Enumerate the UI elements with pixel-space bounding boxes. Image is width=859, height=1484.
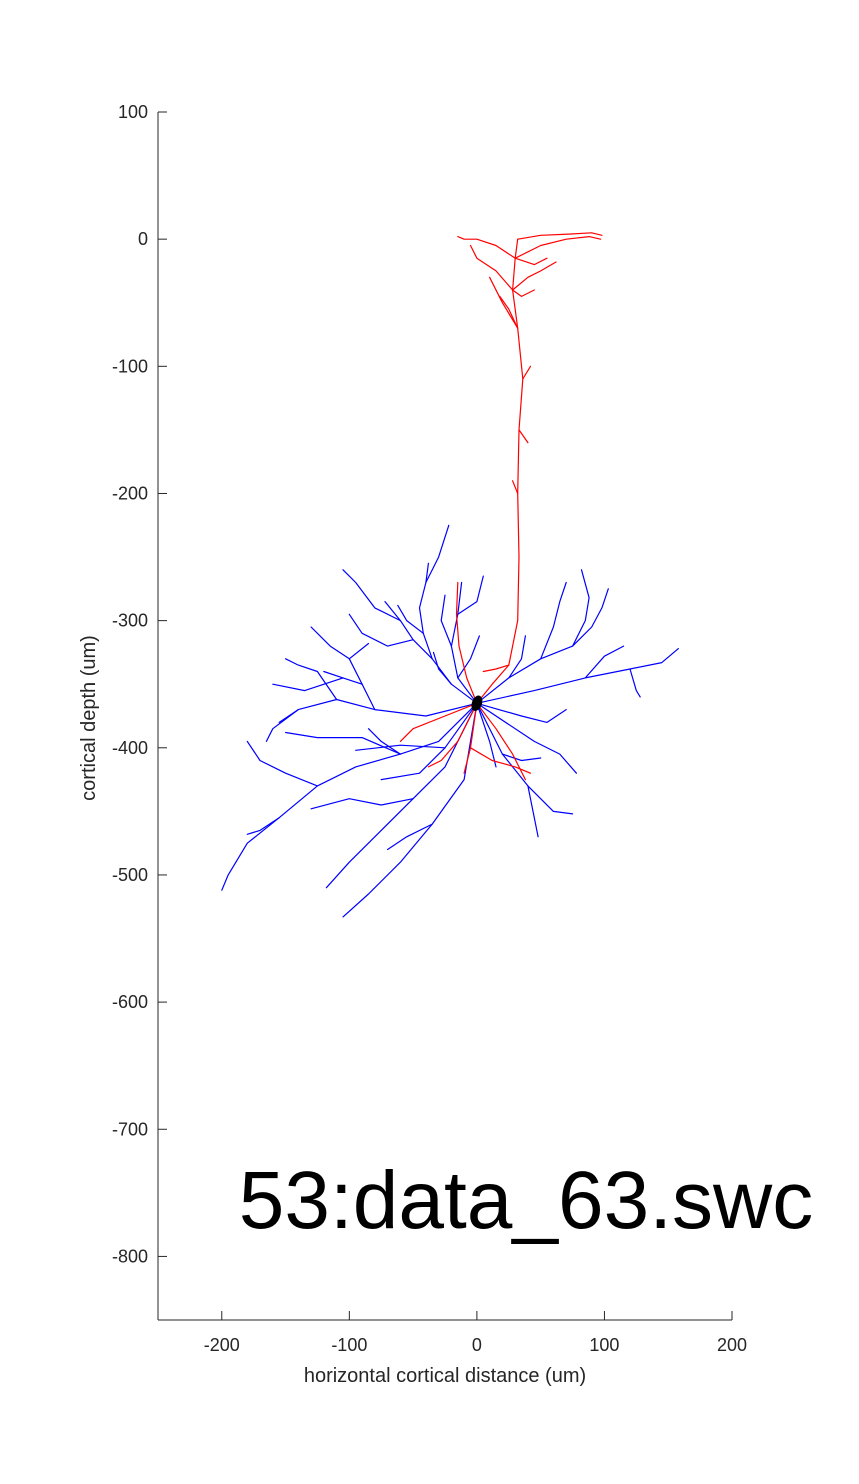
basal-dendrites-branch (476, 702, 567, 724)
y-axis: 100 0 -100 -200 -300 -400 -500 -600 -700 -800 (112, 102, 167, 1320)
apical-dendrite-branch (482, 664, 510, 673)
basal-dendrites-branch (476, 647, 680, 704)
basal-dendrites-branch (476, 702, 578, 774)
y-tick-label: -600 (112, 992, 148, 1012)
basal-dendrites-branch (265, 708, 299, 743)
basal-dendrites-branch (629, 668, 641, 698)
basal-dendrites-branch (323, 670, 376, 711)
basal-dendrites-branch (527, 785, 539, 838)
basal-dendrites-branch (272, 677, 344, 692)
axon-proximal-branch (399, 702, 478, 743)
basal-dendrites-branch (571, 569, 590, 647)
axon-proximal-branch (427, 702, 478, 768)
basal-dendrites-branch (310, 798, 414, 810)
basal-dendrites-branch (342, 569, 401, 622)
x-axis: -200 -100 0 100 200 (158, 1311, 747, 1355)
x-tick-label: -100 (331, 1335, 367, 1355)
apical-dendrite-branch (514, 236, 602, 259)
basal-dendrites-branch (355, 702, 478, 751)
y-tick-label: 100 (118, 102, 148, 122)
soma (471, 695, 483, 711)
apical-dendrite-branch (518, 429, 529, 444)
y-axis-label: cortical depth (um) (78, 635, 100, 801)
basal-dendrites-branch (540, 581, 567, 660)
basal-dendrites-branch (380, 747, 446, 781)
basal-dendrites-branch (457, 575, 484, 615)
basal-dendrites-series (221, 524, 680, 918)
y-tick-label: -300 (112, 611, 148, 631)
apical-dendrite-branch (476, 238, 524, 704)
axon-proximal-branch (455, 581, 478, 704)
basal-dendrites-branch (508, 635, 527, 679)
basal-dendrites-branch (285, 658, 338, 701)
x-axis-label: horizontal cortical distance (um) (304, 1365, 586, 1387)
axon-proximal-series (399, 581, 532, 781)
apical-dendrite-branch (499, 295, 519, 329)
basal-dendrites-branch (387, 823, 433, 851)
y-tick-label: -400 (112, 738, 148, 758)
plot-area: -200 -100 0 100 200 100 0 -100 -200 -300 -400 -500… (112, 102, 747, 1355)
y-tick-label: -200 (112, 483, 148, 503)
basal-dendrites-branch (246, 740, 318, 787)
x-tick-label: -200 (204, 1335, 240, 1355)
basal-dendrites-branch (397, 604, 424, 634)
basal-dendrites-branch (418, 562, 433, 660)
apical-dendrite-branch (517, 232, 603, 240)
axon-proximal-branch (469, 747, 532, 774)
basal-dendrites-branch (310, 626, 363, 685)
basal-dendrites-branch (584, 645, 625, 679)
y-tick-label: 0 (138, 229, 148, 249)
basal-dendrites-branch (367, 728, 401, 755)
basal-dendrites-branch (348, 613, 414, 647)
apical-dendrite-branch (457, 236, 516, 259)
basal-dendrites-branch (425, 524, 450, 584)
basal-dendrites-branch (325, 702, 478, 889)
apical-dendrite-branch (511, 480, 519, 495)
basal-dendrites-branch (285, 731, 401, 755)
x-tick-label: 200 (717, 1335, 747, 1355)
x-tick-label: 0 (472, 1335, 482, 1355)
apical-dendrite-branch (489, 276, 519, 329)
basal-dendrites-branch (440, 594, 452, 647)
basal-dendrites-branch (476, 702, 497, 768)
apical-dendrite-branch (511, 289, 535, 297)
apical-dendrite-series (457, 232, 603, 704)
axon-proximal-branch (476, 702, 527, 781)
y-tick-label: -500 (112, 865, 148, 885)
basal-dendrites-branch (246, 817, 280, 835)
basal-dendrites-branch (348, 642, 370, 660)
basal-dendrites-branch (501, 753, 542, 762)
basal-dendrites-branch (457, 635, 480, 679)
apical-dendrite-branch (511, 261, 557, 291)
basal-dendrites-branch (432, 651, 452, 685)
apical-dendrite-branch (469, 244, 514, 291)
y-tick-label: -800 (112, 1246, 148, 1266)
file-annotation: 53:data_63.swc (239, 1155, 813, 1246)
x-tick-label: 100 (589, 1335, 619, 1355)
y-tick-label: -700 (112, 1119, 148, 1139)
apical-dendrite-branch (522, 365, 532, 380)
basal-dendrites-branch (384, 600, 478, 704)
y-tick-label: -100 (112, 356, 148, 376)
neuron-morphology (221, 232, 680, 918)
apical-dendrite-branch (514, 257, 548, 266)
